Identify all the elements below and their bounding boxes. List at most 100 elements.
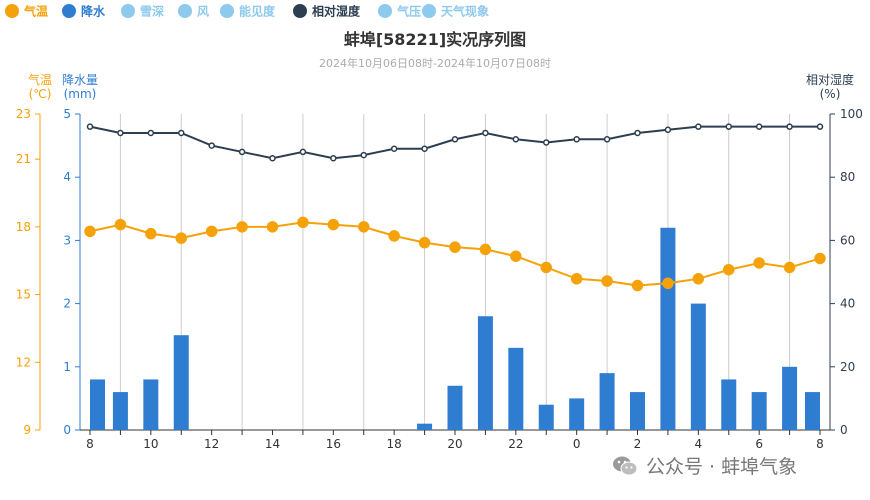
x-tick-label: 2: [634, 437, 642, 451]
humidity-series: [86, 123, 824, 162]
legend-circle-icon: [121, 4, 135, 18]
temperature-tick-label: 23: [16, 107, 31, 121]
x-tick-label: 20: [447, 437, 462, 451]
legend-item[interactable]: 风: [178, 4, 209, 19]
humidity-point: [238, 148, 246, 156]
precip-tick-label: 0: [63, 423, 71, 437]
humidity-point: [543, 139, 550, 146]
temperature-point: [692, 273, 705, 285]
wechat-icon: [613, 456, 638, 475]
chart-subtitle: 2024年10月06日08时-2024年10月07日08时: [319, 56, 551, 70]
x-tick-label: 14: [265, 437, 280, 451]
humidity-point: [208, 142, 215, 149]
x-tick-label: 12: [204, 437, 219, 451]
chart-title: 蚌埠[58221]实况序列图: [344, 30, 526, 49]
legend-item[interactable]: 降水: [62, 4, 106, 19]
precip-bar: [630, 392, 645, 430]
temperature-point: [753, 257, 765, 269]
temperature-point: [449, 241, 461, 253]
humidity-point: [786, 123, 793, 130]
temperature-point: [479, 243, 492, 256]
precip-bar: [569, 398, 585, 430]
legend-circle-icon: [178, 4, 192, 18]
legend-item[interactable]: 雪深: [121, 4, 164, 19]
humidity-point: [755, 123, 763, 130]
precip-tick-label: 1: [63, 360, 71, 374]
x-tick-label: 18: [387, 437, 402, 451]
temperature-point: [205, 225, 218, 238]
temperature-point: [631, 279, 644, 292]
temperature-line: [89, 221, 821, 287]
temperature-point: [84, 225, 96, 238]
humidity-tick-label: 20: [840, 360, 855, 374]
temperature-tick-label: 15: [16, 288, 31, 302]
x-tick-label: 8: [86, 437, 94, 451]
humidity-point: [147, 129, 155, 137]
humidity-point: [816, 123, 824, 130]
legend-circle-icon: [422, 4, 436, 18]
temperature-point: [814, 252, 826, 265]
legend-item[interactable]: 天气现象: [422, 4, 489, 19]
temperature-point: [418, 236, 431, 249]
temperature-point: [175, 232, 187, 244]
humidity-point: [664, 126, 672, 134]
humidity-point: [117, 129, 124, 137]
precip-bar: [417, 423, 433, 430]
humidity-axis-name: 相对湿度: [806, 72, 854, 87]
precip-bar: [660, 227, 676, 430]
legend-label: 能见度: [239, 4, 276, 19]
temperature-axis-name: 气温: [28, 72, 52, 87]
humidity-point: [725, 123, 732, 130]
legend-circle-icon: [378, 4, 392, 18]
humidity-point: [634, 129, 641, 137]
precip-bar: [112, 392, 128, 430]
temperature-point: [601, 275, 613, 287]
humidity-point: [330, 154, 337, 162]
precip-axis-name: 降水量: [62, 73, 98, 87]
precip-bar: [782, 366, 798, 430]
legend-label: 气温: [23, 4, 48, 19]
humidity-tick-label: 0: [840, 423, 848, 437]
legend-circle-icon: [62, 4, 76, 18]
legend-label: 天气现象: [441, 4, 489, 19]
temperature-point: [510, 250, 522, 262]
temperature-point: [540, 261, 552, 274]
legend-circle-icon: [220, 4, 234, 18]
precip-bar: [751, 392, 767, 430]
temperature-point: [570, 273, 583, 285]
temperature-point: [266, 221, 279, 233]
precip-bar: [477, 316, 493, 430]
precip-tick-label: 3: [63, 233, 71, 247]
temperature-point: [723, 263, 735, 276]
legend[interactable]: 气温 降水 雪深 风 能见度 相对湿度 气压 天气现象: [5, 4, 489, 19]
precip-bar: [805, 392, 820, 430]
precip-bar: [690, 303, 706, 430]
precip-bar: [599, 373, 615, 430]
humidity-axis-unit: (%): [820, 87, 841, 101]
watermark-text: 公众号 · 蚌埠气象: [646, 456, 798, 478]
precip-bar: [143, 379, 159, 430]
temperature-point: [327, 218, 340, 231]
humidity-tick-label: 60: [840, 233, 855, 247]
x-tick-label: 8: [816, 437, 824, 451]
precip-tick-label: 5: [63, 107, 71, 121]
legend-item[interactable]: 气温: [5, 4, 48, 19]
legend-circle-icon: [5, 4, 19, 18]
precip-bar: [447, 385, 463, 430]
x-tick-label: 10: [143, 437, 158, 451]
watermark: 公众号 · 蚌埠气象: [612, 452, 797, 479]
precip-tick-label: 4: [63, 170, 71, 184]
temperature-point: [297, 216, 309, 229]
legend-item[interactable]: 气压: [378, 4, 421, 19]
precip-bar: [508, 347, 524, 430]
legend-item[interactable]: 能见度: [220, 4, 276, 19]
legend-label: 降水: [81, 4, 106, 19]
legend-item[interactable]: 相对湿度: [293, 4, 361, 19]
precip-axis-unit: (mm): [64, 87, 97, 101]
precip-tick-label: 2: [63, 297, 71, 311]
x-tick-label: 4: [695, 437, 703, 451]
humidity-point: [695, 123, 702, 130]
humidity-point: [86, 123, 94, 130]
